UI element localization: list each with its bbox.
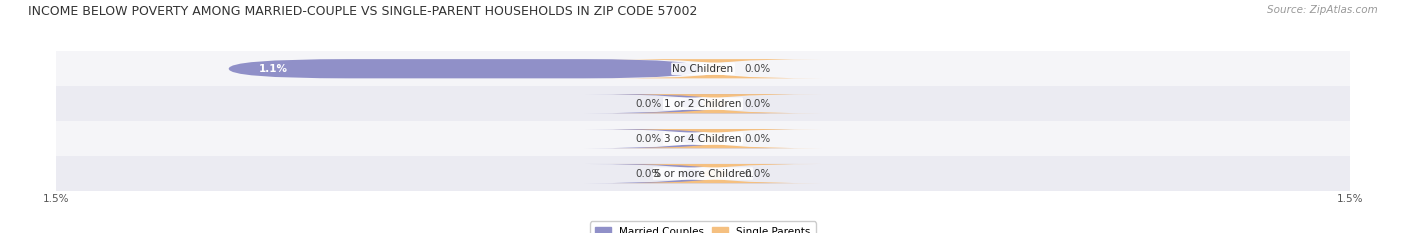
FancyBboxPatch shape — [229, 59, 703, 78]
FancyBboxPatch shape — [609, 164, 821, 183]
Text: 0.0%: 0.0% — [636, 134, 662, 144]
Text: 1.1%: 1.1% — [259, 64, 288, 74]
Text: 0.0%: 0.0% — [636, 99, 662, 109]
Text: INCOME BELOW POVERTY AMONG MARRIED-COUPLE VS SINGLE-PARENT HOUSEHOLDS IN ZIP COD: INCOME BELOW POVERTY AMONG MARRIED-COUPL… — [28, 5, 697, 18]
Legend: Married Couples, Single Parents: Married Couples, Single Parents — [591, 221, 815, 233]
FancyBboxPatch shape — [585, 94, 797, 113]
Text: Source: ZipAtlas.com: Source: ZipAtlas.com — [1267, 5, 1378, 15]
FancyBboxPatch shape — [585, 129, 797, 148]
Text: 5 or more Children: 5 or more Children — [654, 169, 752, 178]
FancyBboxPatch shape — [609, 94, 821, 113]
Text: 1 or 2 Children: 1 or 2 Children — [664, 99, 742, 109]
Text: 0.0%: 0.0% — [744, 99, 770, 109]
Text: 0.0%: 0.0% — [744, 169, 770, 178]
FancyBboxPatch shape — [609, 59, 821, 78]
Text: 3 or 4 Children: 3 or 4 Children — [664, 134, 742, 144]
FancyBboxPatch shape — [56, 121, 1350, 156]
Text: 0.0%: 0.0% — [744, 64, 770, 74]
Text: 0.0%: 0.0% — [744, 134, 770, 144]
Text: 0.0%: 0.0% — [636, 169, 662, 178]
FancyBboxPatch shape — [585, 164, 797, 183]
FancyBboxPatch shape — [56, 156, 1350, 191]
FancyBboxPatch shape — [56, 51, 1350, 86]
FancyBboxPatch shape — [56, 86, 1350, 121]
FancyBboxPatch shape — [609, 129, 821, 148]
Text: No Children: No Children — [672, 64, 734, 74]
